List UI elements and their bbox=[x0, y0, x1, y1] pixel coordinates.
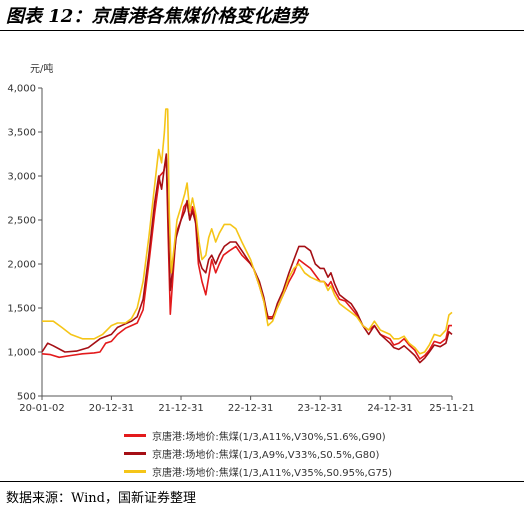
title-divider bbox=[0, 30, 524, 31]
legend-swatch bbox=[124, 451, 146, 455]
chart-legend: 京唐港:场地价:焦煤(1/3,A11%,V30%,S1.6%,G90) 京唐港:… bbox=[124, 426, 392, 480]
y-tick-label: 2,000 bbox=[7, 260, 36, 271]
x-tick-label: 20-01-02 bbox=[19, 403, 64, 414]
legend-item: 京唐港:场地价:焦煤(1/3,A11%,V35%,S0.95%,G75) bbox=[124, 462, 392, 480]
x-tick-label: 23-12-31 bbox=[298, 403, 343, 414]
y-tick-label: 1,000 bbox=[7, 348, 36, 359]
legend-label: 京唐港:场地价:焦煤(1/3,A11%,V35%,S0.95%,G75) bbox=[152, 467, 393, 479]
series-line-2 bbox=[41, 153, 453, 364]
line-chart: 元/吨 500 1,000 1,500 2,000 2,500 3,000 3,500 4,00… bbox=[7, 62, 474, 414]
y-tick-label: 4,000 bbox=[7, 84, 36, 95]
legend-swatch bbox=[124, 469, 146, 473]
source-divider bbox=[0, 481, 524, 482]
legend-label: 京唐港:场地价:焦煤(1/3,A9%,V33%,S0.5%,G80) bbox=[152, 449, 380, 461]
figure-title: 图表 12：京唐港各焦煤价格变化趋势 bbox=[6, 6, 308, 27]
x-tick-label: 24-12-31 bbox=[367, 403, 412, 414]
y-tick-label: 3,500 bbox=[7, 128, 36, 139]
legend-item: 京唐港:场地价:焦煤(1/3,A11%,V30%,S1.6%,G90) bbox=[124, 426, 392, 444]
y-tick-label: 1,500 bbox=[7, 304, 36, 315]
x-tick-label: 21-12-31 bbox=[158, 403, 203, 414]
y-tick-label: 3,000 bbox=[7, 172, 36, 183]
y-tick-label: 500 bbox=[17, 392, 36, 403]
source-note: 数据来源：Wind，国新证券整理 bbox=[6, 491, 196, 506]
x-tick-label: 20-12-31 bbox=[89, 403, 134, 414]
legend-label: 京唐港:场地价:焦煤(1/3,A11%,V30%,S1.6%,G90) bbox=[152, 431, 386, 443]
legend-item: 京唐港:场地价:焦煤(1/3,A9%,V33%,S0.5%,G80) bbox=[124, 444, 392, 462]
x-tick-label: 25-11-21 bbox=[429, 403, 474, 414]
y-axis-unit-label: 元/吨 bbox=[30, 62, 53, 75]
series-line-3 bbox=[42, 108, 453, 355]
y-tick-label: 2,500 bbox=[7, 216, 36, 227]
series-line-1 bbox=[41, 157, 452, 360]
legend-swatch bbox=[124, 433, 146, 437]
x-tick-label: 22-12-31 bbox=[228, 403, 273, 414]
